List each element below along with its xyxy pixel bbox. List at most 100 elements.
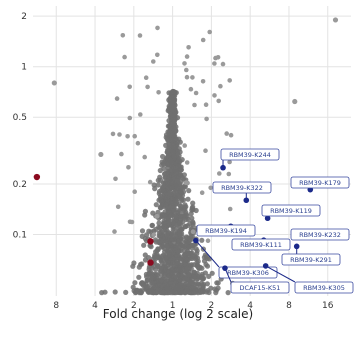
background-point xyxy=(192,102,197,108)
background-point xyxy=(175,222,181,229)
background-point xyxy=(159,253,165,259)
background-point xyxy=(139,228,146,234)
background-point xyxy=(178,256,184,262)
background-point xyxy=(146,289,152,295)
background-point xyxy=(152,252,158,258)
callout-box xyxy=(220,148,280,161)
background-point xyxy=(185,196,191,202)
background-point xyxy=(228,132,234,138)
labeled-point: RBM39-K179 xyxy=(290,176,350,193)
background-point xyxy=(220,61,226,67)
background-point xyxy=(174,285,181,291)
background-point xyxy=(179,198,185,204)
x-tick-label: 8 xyxy=(53,301,59,311)
background-point xyxy=(224,131,229,136)
background-point xyxy=(148,269,154,275)
y-tick-label: 2 xyxy=(21,12,27,22)
downregulated-point xyxy=(33,173,41,181)
x-tick-label: 16 xyxy=(322,301,334,311)
background-point xyxy=(132,280,138,286)
background-point xyxy=(217,171,222,176)
background-point xyxy=(184,160,190,165)
highlighted-point xyxy=(243,197,250,204)
background-point xyxy=(184,54,190,59)
background-point xyxy=(157,177,164,183)
background-point xyxy=(215,280,221,286)
background-point xyxy=(141,242,147,248)
background-point xyxy=(170,250,176,256)
background-point xyxy=(102,289,108,295)
x-tick-labels: 8 4 2 1 2 4 8 16 xyxy=(53,301,333,311)
background-point xyxy=(186,244,192,250)
background-point xyxy=(172,212,179,219)
background-point xyxy=(207,29,212,35)
background-point xyxy=(182,143,187,148)
background-point xyxy=(171,220,177,226)
background-point xyxy=(225,290,231,296)
background-point xyxy=(177,208,183,214)
callout-label: DCAF15-K51 xyxy=(240,284,281,292)
downregulated-point xyxy=(147,238,154,245)
callout-label: RBM39-K111 xyxy=(240,241,282,249)
background-point xyxy=(130,263,136,269)
background-point xyxy=(174,252,180,258)
callout-box xyxy=(196,224,256,237)
background-point xyxy=(164,262,170,268)
callout-leader xyxy=(195,240,220,268)
background-point xyxy=(173,144,179,150)
background-point xyxy=(176,238,182,244)
labeled-point-callouts: RBM39-K244 RBM39-K322 RBM39-K179 RBM39-K119… xyxy=(193,148,354,294)
highlighted-point xyxy=(220,164,226,171)
background-point xyxy=(164,285,170,291)
background-point xyxy=(156,90,161,95)
background-point xyxy=(170,226,176,232)
background-point xyxy=(166,141,172,147)
background-point xyxy=(127,115,133,121)
outlier-point xyxy=(292,98,298,105)
grid-lines xyxy=(33,6,351,296)
background-point xyxy=(138,112,143,117)
callout-label: RBM39-K244 xyxy=(229,151,271,159)
background-point xyxy=(182,61,187,66)
background-point xyxy=(112,229,117,234)
background-point xyxy=(176,267,182,273)
background-point xyxy=(159,162,165,168)
background-point xyxy=(170,132,176,138)
background-point xyxy=(199,237,205,243)
background-point xyxy=(126,165,131,170)
x-tick-label: 8 xyxy=(286,301,292,311)
x-tick-label: 1 xyxy=(170,301,176,311)
highlighted-point xyxy=(262,263,269,269)
background-point xyxy=(181,261,187,267)
background-point xyxy=(154,214,159,219)
callout-box xyxy=(230,281,290,294)
background-point xyxy=(193,207,199,214)
background-point xyxy=(171,231,177,237)
labeled-point: RBM39-K291 xyxy=(281,243,341,266)
background-point xyxy=(164,136,170,142)
background-point xyxy=(123,289,129,295)
background-point xyxy=(158,268,164,274)
background-point xyxy=(163,238,169,244)
callout-box xyxy=(231,238,291,251)
background-point xyxy=(173,262,179,268)
background-point xyxy=(155,247,161,253)
background-point xyxy=(206,273,212,279)
background-point xyxy=(190,229,196,234)
callout-leader xyxy=(265,265,296,283)
background-point xyxy=(157,225,163,231)
background-point xyxy=(173,196,179,203)
background-point xyxy=(195,258,201,264)
x-axis-label: Fold change (log 2 scale) xyxy=(103,307,253,321)
background-point xyxy=(161,202,167,208)
background-point xyxy=(153,289,159,296)
background-point xyxy=(182,257,188,263)
background-point xyxy=(112,289,118,295)
background-point xyxy=(193,90,199,96)
background-point xyxy=(177,149,183,155)
background-point xyxy=(195,265,201,271)
background-point xyxy=(145,84,150,90)
background-point xyxy=(166,184,172,191)
callout-label: RBM39-K194 xyxy=(205,227,247,235)
